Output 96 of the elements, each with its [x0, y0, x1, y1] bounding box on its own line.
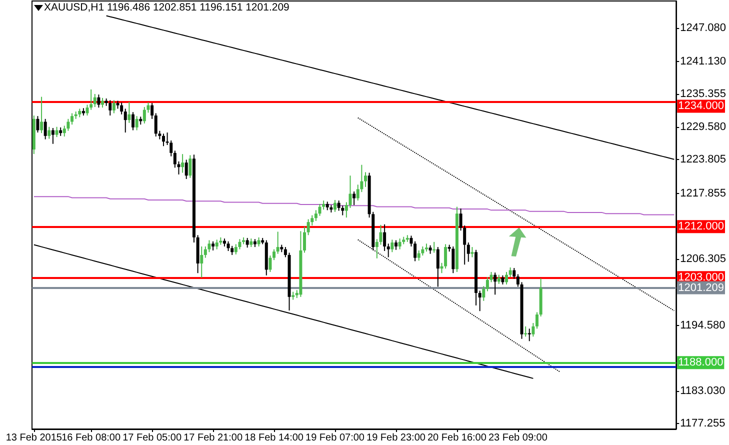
- ref-line-label: 1212.000: [678, 220, 724, 233]
- candlestick: [398, 238, 402, 250]
- x-tick-label: 19 Feb 23:00: [366, 432, 426, 444]
- candlestick: [306, 218, 310, 236]
- candlestick: [97, 94, 100, 108]
- x-tick-label: 23 Feb 09:00: [488, 432, 548, 444]
- candlestick: [36, 116, 40, 134]
- candlestick: [128, 101, 131, 124]
- candlestick: [436, 246, 440, 288]
- candlestick: [55, 126, 58, 138]
- candlestick: [124, 108, 127, 134]
- candlestick: [51, 127, 54, 144]
- candlestick: [364, 172, 367, 188]
- y-tick-label: 1183.030: [680, 384, 726, 397]
- candlestick: [421, 246, 424, 256]
- candlestick: [48, 126, 51, 140]
- candlestick: [44, 118, 47, 140]
- candlestick: [108, 100, 112, 116]
- candlestick: [142, 106, 146, 124]
- candlestick: [536, 312, 539, 330]
- x-tick-label: 13 Feb 2015: [6, 432, 62, 444]
- chart-title: XAUUSD,H1 1196.486 1202.851 1196.151 1201.209: [44, 2, 290, 14]
- candlestick: [112, 100, 116, 114]
- x-tick-label: 18 Feb 14:00: [244, 432, 304, 444]
- candlestick: [272, 248, 276, 261]
- candlestick: [188, 154, 192, 178]
- candlestick: [181, 154, 184, 174]
- candlestick: [528, 328, 531, 342]
- y-tick-label: 1177.255: [680, 418, 726, 430]
- candlestick: [390, 239, 394, 253]
- y-tick-label: 1194.580: [680, 319, 726, 332]
- candlestick: [524, 326, 528, 338]
- candlestick: [490, 271, 493, 283]
- y-tick-label: 1235.355: [680, 88, 726, 100]
- candlestick: [414, 240, 417, 262]
- candlestick: [337, 200, 340, 212]
- candlestick: [352, 190, 356, 206]
- ref-line-label: 1234.000: [678, 100, 724, 112]
- candlestick: [482, 286, 486, 302]
- candlestick: [470, 246, 474, 258]
- candlestick: [215, 239, 218, 250]
- candlestick: [93, 93, 96, 108]
- x-tick-label: 19 Feb 07:00: [306, 432, 365, 444]
- y-tick-label: 1241.130: [680, 55, 726, 68]
- candlestick: [516, 274, 520, 288]
- candlestick: [314, 210, 318, 222]
- y-tick-label: 1229.580: [680, 120, 726, 133]
- candlestick: [70, 112, 74, 126]
- candlestick: [132, 112, 134, 131]
- candlestick: [303, 226, 306, 254]
- candlestick: [478, 290, 482, 312]
- candlestick: [276, 231, 280, 254]
- candlestick: [154, 112, 158, 137]
- candlestick: [40, 96, 44, 134]
- candlestick: [452, 246, 455, 274]
- candlestick: [120, 102, 124, 115]
- candlestick: [486, 276, 489, 292]
- candlestick: [386, 243, 390, 258]
- candlestick: [184, 159, 188, 180]
- x-tick-label: 20 Feb 16:00: [428, 432, 487, 444]
- candlestick: [410, 235, 413, 247]
- y-tick-label: 1217.855: [680, 187, 726, 200]
- x-tick-label: 16 Feb 08:00: [62, 432, 121, 444]
- candlestick: [505, 271, 508, 285]
- candlestick: [444, 244, 448, 270]
- candlestick: [246, 237, 249, 248]
- candlestick: [383, 224, 386, 252]
- candlestick: [268, 255, 272, 272]
- candlestick: [417, 250, 420, 262]
- candlestick: [497, 274, 500, 284]
- candlestick: [466, 242, 470, 262]
- candlestick: [162, 133, 165, 147]
- x-tick-label: 17 Feb 05:00: [122, 432, 182, 444]
- candlestick: [135, 116, 138, 131]
- candlestick: [212, 240, 215, 251]
- candlestick: [318, 203, 322, 216]
- candlestick: [512, 268, 516, 280]
- ref-line-label: 1203.000: [678, 272, 724, 284]
- ref-line-label: 1201.209: [678, 282, 724, 294]
- candlestick: [200, 246, 204, 278]
- candlestick: [501, 274, 504, 285]
- x-tick-label: 17 Feb 21:00: [184, 432, 243, 444]
- candlestick: [226, 240, 230, 252]
- candlestick: [508, 266, 512, 278]
- y-tick-label: 1247.080: [680, 22, 726, 34]
- candlestick: [394, 240, 398, 250]
- candlestick: [532, 322, 535, 338]
- candlestick: [150, 102, 154, 120]
- candlestick: [284, 246, 287, 258]
- candlestick: [257, 236, 260, 247]
- y-tick-label: 1223.805: [680, 154, 726, 166]
- y-tick-label: 1206.305: [680, 252, 726, 265]
- candlestick: [230, 245, 234, 256]
- candlestick: [334, 199, 337, 212]
- candlestick: [494, 272, 497, 296]
- ref-line-label: 1188.000: [678, 356, 724, 369]
